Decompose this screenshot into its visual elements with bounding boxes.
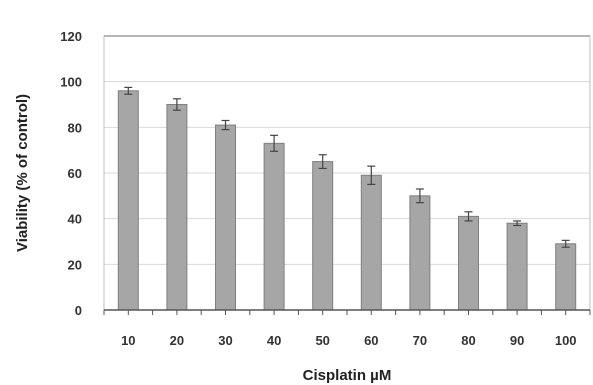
x-axis-title: Cisplatin µM — [303, 367, 392, 384]
bars — [117, 90, 577, 311]
x-tick-label: 90 — [510, 333, 524, 348]
y-tick-label: 100 — [60, 75, 82, 90]
x-tick-label: 40 — [267, 333, 281, 348]
x-tick-label: 70 — [413, 333, 427, 348]
bar — [166, 104, 188, 311]
x-tick-label: 80 — [461, 333, 475, 348]
bar — [409, 195, 431, 311]
y-tick-label: 60 — [68, 166, 82, 181]
bar — [312, 161, 334, 311]
bar — [458, 215, 479, 311]
x-tick-label: 100 — [555, 333, 577, 348]
x-tick-label: 50 — [315, 333, 329, 348]
bar — [215, 124, 236, 311]
error-bars — [124, 86, 570, 248]
bar — [117, 90, 139, 311]
y-tick-label: 20 — [68, 257, 82, 272]
x-tick-label: 10 — [121, 333, 135, 348]
bar — [263, 142, 285, 311]
x-tick-label: 20 — [170, 333, 184, 348]
bar — [360, 174, 382, 311]
bar — [506, 222, 528, 311]
y-tick-label: 40 — [68, 212, 82, 227]
y-tick-label: 0 — [75, 303, 82, 318]
y-axis-ticks: 0 20 40 60 80 100 120 — [60, 29, 82, 318]
x-tick-label: 60 — [364, 333, 378, 348]
x-tick-label: 30 — [218, 333, 232, 348]
y-tick-label: 120 — [60, 29, 82, 44]
y-tick-label: 80 — [68, 120, 82, 135]
bar — [555, 243, 577, 311]
y-axis-title: Viability (% of control) — [14, 94, 31, 252]
x-axis-ticks: 10 20 30 40 50 60 70 80 90 100 — [103, 310, 591, 348]
